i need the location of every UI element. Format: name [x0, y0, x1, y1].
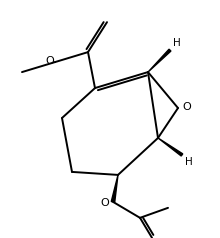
Text: O: O [100, 198, 109, 208]
Text: O: O [182, 102, 191, 112]
Text: H: H [173, 38, 180, 48]
Text: O: O [45, 56, 54, 66]
Polygon shape [158, 138, 183, 156]
Polygon shape [111, 175, 118, 202]
Text: H: H [185, 157, 192, 167]
Polygon shape [148, 49, 171, 72]
